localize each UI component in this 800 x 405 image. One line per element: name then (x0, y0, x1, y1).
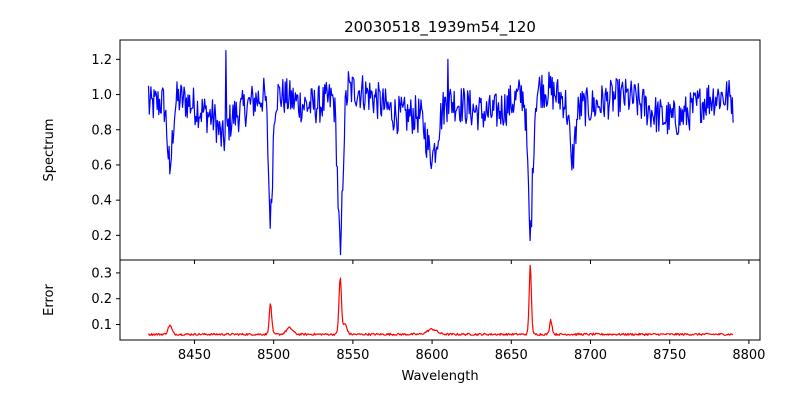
x-tick-label: 8600 (416, 348, 449, 363)
x-tick-label: 8550 (336, 348, 369, 363)
error-x-ticks: 8450 8500 8550 8600 8650 8700 8750 8800 (178, 340, 765, 363)
y-tick-label: 0.6 (91, 158, 112, 173)
y-tick-label: 0.2 (91, 229, 112, 244)
spectrum-panel: 0.2 0.4 0.6 0.8 1.0 1.2 Spectrum (42, 39, 761, 264)
error-y-ticks: 0.1 0.2 0.3 (91, 266, 120, 333)
x-tick-label: 8800 (732, 348, 765, 363)
x-tick-label: 8450 (178, 348, 211, 363)
y-tick-label: 1.2 (91, 53, 112, 68)
y-tick-label: 0.3 (91, 266, 112, 281)
spectrum-y-axis-label: Spectrum (42, 119, 57, 182)
x-axis-label: Wavelength (401, 369, 478, 384)
y-tick-label: 0.2 (91, 292, 112, 307)
x-tick-label: 8650 (495, 348, 528, 363)
x-tick-label: 8750 (653, 348, 686, 363)
error-series-line (147, 264, 734, 336)
error-y-axis-label: Error (42, 284, 57, 316)
spectrum-x-ticks (193, 260, 750, 264)
error-panel: 0.1 0.2 0.3 8450 8500 8550 8600 8650 8700 8750 88… (42, 259, 765, 384)
x-tick-label: 8700 (574, 348, 607, 363)
y-tick-label: 0.8 (91, 123, 112, 138)
y-tick-label: 1.0 (91, 88, 112, 103)
spectrum-y-ticks: 0.2 0.4 0.6 0.8 1.0 1.2 (91, 53, 120, 244)
chart-title: 20030518_1939m54_120 (344, 18, 536, 37)
spectrum-series-line (147, 50, 734, 256)
error-axes-frame (119, 259, 761, 341)
x-tick-label: 8500 (257, 348, 290, 363)
y-tick-label: 0.4 (91, 194, 112, 209)
y-tick-label: 0.1 (91, 318, 112, 333)
